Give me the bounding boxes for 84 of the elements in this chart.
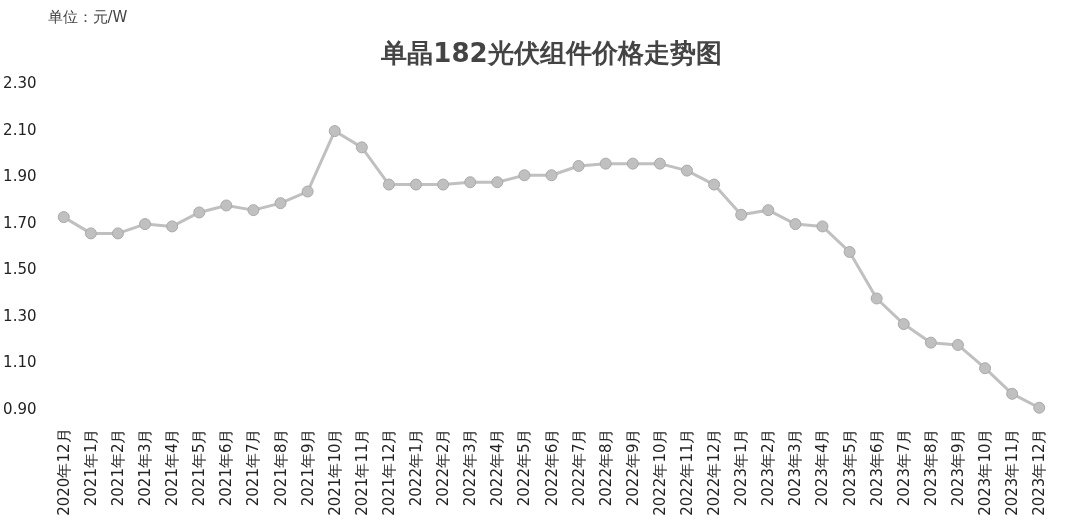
x-tick-label: 2023年1月 [732,428,751,507]
x-tick-label: 2023年12月 [1030,428,1049,516]
point [166,220,179,233]
x-tick-label: 2023年9月 [948,428,967,507]
point [437,178,450,191]
point [518,169,531,182]
point [843,245,856,258]
point [762,204,775,217]
point [951,338,964,351]
point [410,178,423,191]
y-tick-label: 0.90 [3,399,37,418]
point [870,292,883,305]
point [979,362,992,375]
x-tick-label: 2023年5月 [840,428,859,507]
x-tick-label: 2022年4月 [488,428,507,507]
point [545,169,558,182]
point [382,178,395,191]
x-tick-label: 2021年6月 [217,428,236,507]
point [57,211,70,224]
x-tick-label: 2021年8月 [271,428,290,507]
x-tick-label: 2021年11月 [352,428,371,516]
point [139,218,152,231]
point [816,220,829,233]
y-tick-label: 1.10 [3,353,37,372]
point [355,141,368,154]
point [301,185,314,198]
x-tick-label: 2022年11月 [677,428,696,516]
point [924,336,937,349]
point [193,206,206,219]
x-tick-label: 2022年5月 [515,428,534,507]
point [626,157,639,170]
x-tick-label: 2023年3月 [786,428,805,507]
x-tick-label: 2021年10月 [325,428,344,516]
point [247,204,260,217]
x-tick-label: 2023年4月 [813,428,832,507]
x-tick-label: 2020年12月 [54,428,73,516]
x-tick-label: 2023年11月 [1003,428,1022,516]
point [1006,387,1019,400]
x-tick-label: 2021年4月 [163,428,182,507]
point [789,218,802,231]
point [220,199,233,212]
x-tick-label: 2023年10月 [976,428,995,516]
point [1033,401,1046,414]
x-tick-label: 2023年6月 [867,428,886,507]
x-tick-label: 2023年8月 [921,428,940,507]
y-tick-label: 1.30 [3,306,37,325]
point [491,176,504,189]
x-tick-label: 2023年7月 [894,428,913,507]
x-tick-label: 2022年9月 [623,428,642,507]
x-tick-label: 2021年2月 [108,428,127,507]
x-tick-label: 2022年3月 [461,428,480,507]
point [897,318,910,331]
point [708,178,721,191]
y-tick-label: 1.90 [3,167,37,186]
y-tick-label: 2.10 [3,120,37,139]
point [464,176,477,189]
point [653,157,666,170]
x-tick-label: 2022年12月 [705,428,724,516]
x-tick-label: 2022年8月 [596,428,615,507]
x-tick-label: 2022年10月 [650,428,669,516]
point [735,208,748,221]
point [572,159,585,172]
y-tick-label: 2.30 [3,74,37,93]
point [680,164,693,177]
point [274,197,287,210]
y-tick-label: 1.50 [3,260,37,279]
x-tick-label: 2022年7月 [569,428,588,507]
x-tick-label: 2021年7月 [244,428,263,507]
x-tick-label: 2021年5月 [190,428,209,507]
x-tick-label: 2022年1月 [407,428,426,507]
x-tick-label: 2021年1月 [81,428,100,507]
y-axis-title: 单位：元/W [47,7,128,26]
x-tick-label: 2021年9月 [298,428,317,507]
point [111,227,124,240]
x-tick-label: 2021年3月 [136,428,155,507]
chart-title: 单晶182光伏组件价格走势图 [380,37,722,68]
point [84,227,97,240]
point [328,125,341,138]
point [599,157,612,170]
y-tick-label: 1.70 [3,213,37,232]
x-tick-label: 2023年2月 [759,428,778,507]
x-tick-label: 2022年2月 [434,428,453,507]
x-tick-label: 2022年6月 [542,428,561,507]
x-tick-label: 2021年12月 [379,428,398,516]
